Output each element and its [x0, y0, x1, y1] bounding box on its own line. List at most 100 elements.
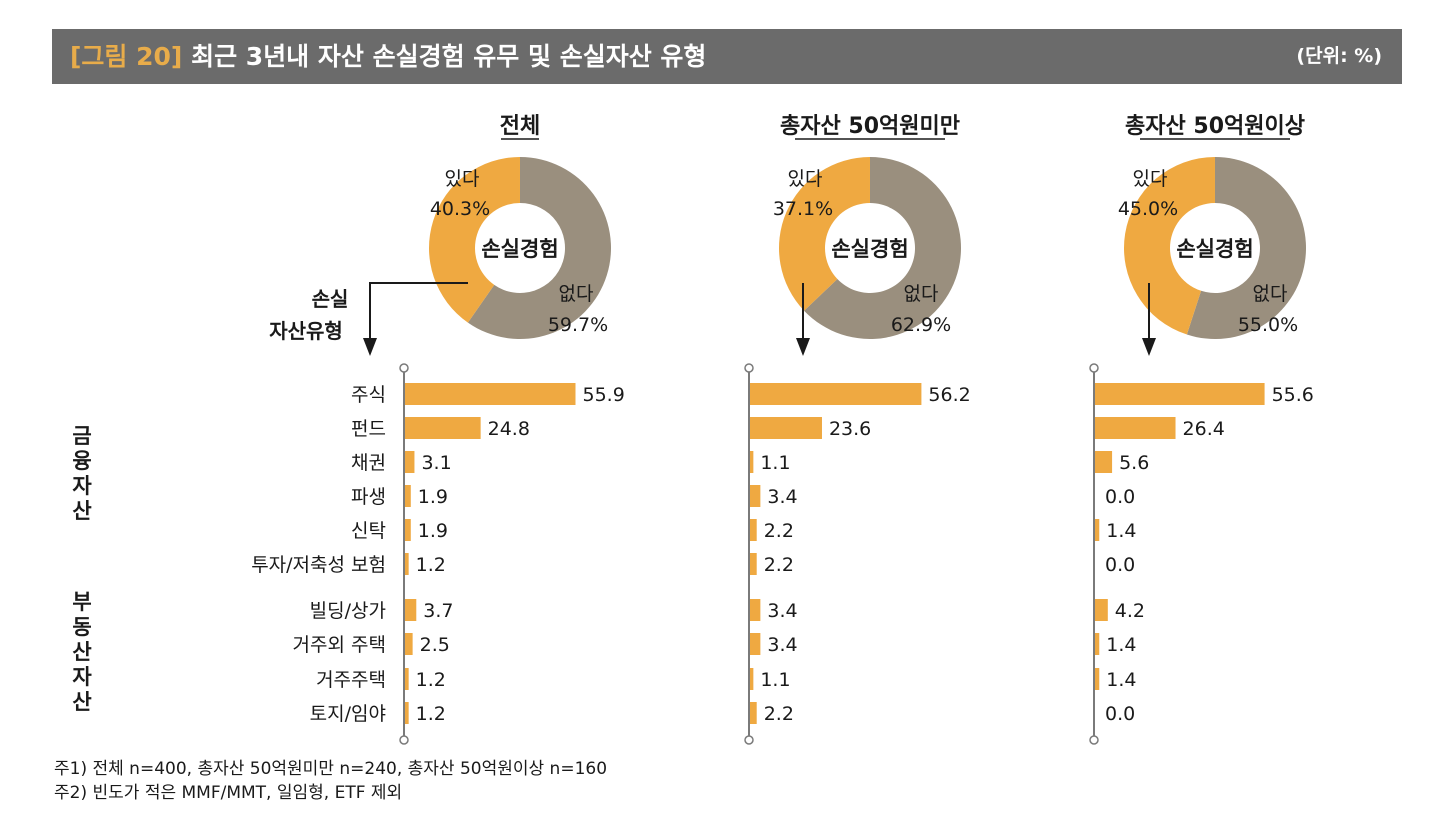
axis-title-line1: 손실	[312, 287, 349, 311]
bar-value-label: 4.2	[1115, 600, 1145, 622]
bar	[405, 417, 481, 439]
bar-value-label: 1.4	[1106, 520, 1136, 542]
bar-value-label: 1.2	[416, 669, 446, 691]
group-label-char: 융	[72, 449, 91, 473]
bar-value-label: 1.4	[1106, 669, 1136, 691]
group-label-char: 산	[72, 499, 91, 523]
pie-no-label: 없다	[559, 283, 594, 305]
bar-value-label: 3.4	[767, 634, 797, 656]
bar	[750, 553, 757, 575]
category-label: 거주주택	[316, 669, 386, 691]
bar	[1095, 599, 1108, 621]
pie-slice-no	[1186, 157, 1306, 339]
bar-value-label: 1.9	[418, 486, 448, 508]
category-label: 신탁	[351, 520, 386, 542]
pie-center-label: 손실경험	[481, 237, 558, 261]
pie-yes-label: 있다	[788, 168, 823, 190]
bar	[750, 451, 754, 473]
arrow-head	[363, 338, 377, 356]
bar-value-label: 2.5	[420, 634, 450, 656]
category-label: 투자/저축성 보험	[251, 554, 386, 576]
bar-value-label: 2.2	[764, 520, 794, 542]
bar	[750, 485, 761, 507]
bar-value-label: 1.2	[416, 554, 446, 576]
bar	[405, 599, 417, 621]
axis-title-line2: 자산유형	[269, 319, 343, 343]
panel-title: 총자산 50억원이상	[1125, 114, 1305, 139]
arrow-line	[369, 282, 468, 340]
bar	[750, 633, 761, 655]
arrow-head	[796, 338, 810, 356]
pie-yes-label: 있다	[445, 168, 480, 190]
bar-value-label: 0.0	[1105, 554, 1135, 576]
pie-no-label: 없다	[1253, 283, 1288, 305]
pie-no-label: 없다	[904, 283, 939, 305]
category-label: 파생	[351, 486, 386, 508]
panel-title: 전체	[500, 114, 540, 139]
group-label-char: 자	[72, 665, 92, 689]
pie-no-value: 62.9%	[891, 314, 951, 336]
bar	[1095, 451, 1113, 473]
pie-yes-value: 40.3%	[430, 198, 490, 220]
footnote-2: 주2) 빈도가 적은 MMF/MMT, 일임형, ETF 제외	[54, 783, 403, 803]
bar	[1095, 417, 1176, 439]
bar	[750, 417, 822, 439]
bar-value-label: 1.9	[418, 520, 448, 542]
axis-cap-top	[744, 363, 754, 373]
group-label-char: 산	[72, 640, 91, 664]
bar	[750, 668, 754, 690]
bar	[1095, 383, 1265, 405]
arrow-head	[1142, 338, 1156, 356]
bar-value-label: 55.6	[1272, 384, 1314, 406]
chart-header: [그림 20] 최근 3년내 자산 손실경험 유무 및 손실자산 유형 (단위:…	[52, 29, 1402, 84]
pie-slice-yes	[1124, 157, 1215, 335]
group-label-char: 산	[72, 690, 91, 714]
bar	[1095, 668, 1100, 690]
category-label: 빌딩/상가	[310, 600, 386, 622]
bar	[405, 519, 411, 541]
bar-value-label: 3.4	[767, 600, 797, 622]
bar-value-label: 2.2	[764, 554, 794, 576]
bar-value-label: 1.2	[416, 703, 446, 725]
bar-value-label: 55.9	[582, 384, 624, 406]
bar-value-label: 0.0	[1105, 703, 1135, 725]
bar	[405, 451, 415, 473]
bar-value-label: 1.1	[760, 669, 790, 691]
axis-cap-bottom	[1089, 735, 1099, 745]
group-label-char: 동	[72, 615, 91, 639]
bar	[405, 702, 409, 724]
bar-value-label: 1.1	[760, 452, 790, 474]
axis-cap-top	[399, 363, 409, 373]
category-label: 거주외 주택	[293, 634, 386, 656]
pie-no-value: 55.0%	[1238, 314, 1298, 336]
pie-slice-no	[804, 157, 962, 339]
bar-value-label: 1.4	[1106, 634, 1136, 656]
pie-slice-yes	[778, 157, 870, 311]
category-label: 토지/임야	[310, 703, 386, 725]
axis-cap-bottom	[744, 735, 754, 745]
panel-title: 총자산 50억원미만	[780, 114, 960, 139]
bar	[750, 599, 761, 621]
bar-value-label: 5.6	[1119, 452, 1149, 474]
pie-no-value: 59.7%	[548, 314, 608, 336]
axis-cap-bottom	[399, 735, 409, 745]
bar	[405, 553, 409, 575]
unit-label: (단위: %)	[1296, 45, 1382, 67]
pie-yes-label: 있다	[1133, 168, 1168, 190]
bar	[750, 519, 757, 541]
bar-value-label: 2.2	[764, 703, 794, 725]
pie-center-label: 손실경험	[831, 237, 908, 261]
bar	[405, 668, 409, 690]
bar-value-label: 26.4	[1183, 418, 1225, 440]
footnotes: 주1) 전체 n=400, 총자산 50억원미만 n=240, 총자산 50억원…	[54, 757, 607, 805]
bar	[405, 383, 576, 405]
group-label-char: 부	[72, 590, 91, 614]
bar	[750, 702, 757, 724]
pie-center-label: 손실경험	[1176, 237, 1253, 261]
figure-label: [그림 20]	[70, 42, 183, 71]
chart-title: [그림 20] 최근 3년내 자산 손실경험 유무 및 손실자산 유형	[70, 29, 706, 84]
bar-value-label: 24.8	[488, 418, 530, 440]
group-label-char: 금	[72, 424, 91, 448]
bar-value-label: 3.7	[423, 600, 453, 622]
